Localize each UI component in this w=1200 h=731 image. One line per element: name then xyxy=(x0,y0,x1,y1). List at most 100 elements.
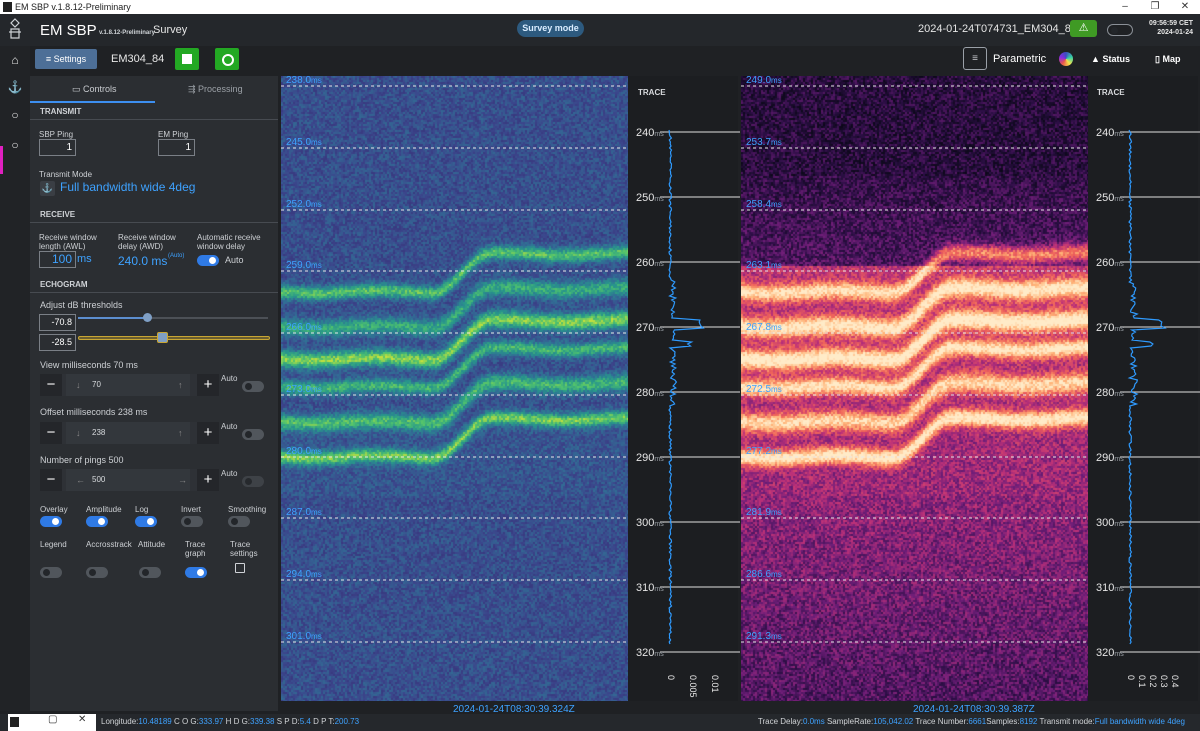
pings-auto-toggle[interactable] xyxy=(242,476,264,487)
auto-delay-label-line2: window delay xyxy=(197,242,246,251)
threshold-high-input[interactable]: -70.8 xyxy=(39,314,76,331)
pings-decrement-button[interactable]: − xyxy=(40,469,62,491)
tab-processing-label: Processing xyxy=(198,84,243,94)
app-header xyxy=(0,14,1200,46)
restore-button[interactable]: ❐ xyxy=(1150,1,1160,12)
depth-label: 291.3ms xyxy=(746,631,782,642)
home-icon[interactable]: ⌂ xyxy=(11,53,19,67)
pings-left-arrow[interactable]: ← xyxy=(76,475,85,485)
trace-y-tick-unit: ms xyxy=(1114,651,1124,658)
view-ms-down-arrow[interactable]: ↓ xyxy=(76,380,81,390)
offset-ms-up-arrow[interactable]: ↑ xyxy=(178,428,183,438)
view-ms-up-arrow[interactable]: ↑ xyxy=(178,380,183,390)
nav-item-circle-1[interactable]: ○ xyxy=(11,108,19,122)
smoothing-toggle[interactable] xyxy=(228,516,250,527)
echogram-left[interactable] xyxy=(281,76,628,701)
auto-delay-label-line1: Automatic receive xyxy=(197,233,261,242)
transmit-mode-value[interactable]: Full bandwidth wide 4deg xyxy=(60,180,196,194)
section-title: Survey xyxy=(153,24,188,36)
em-ping-input[interactable]: 1 xyxy=(158,139,195,156)
parametric-label[interactable]: Parametric xyxy=(993,53,1047,65)
minimize-button[interactable]: – xyxy=(1122,1,1128,12)
trace-y-tick-unit: ms xyxy=(654,326,664,333)
pings-right-arrow[interactable]: → xyxy=(178,475,187,485)
view-ms-decrement-button[interactable]: − xyxy=(40,374,62,396)
attitude-toggle[interactable] xyxy=(139,567,161,578)
threshold-high-handle[interactable] xyxy=(143,313,152,322)
map-button[interactable]: ▯ Map xyxy=(1155,54,1180,65)
trace-y-tick: 260ms xyxy=(1096,257,1124,269)
depth-label-unit: ms xyxy=(771,385,782,394)
instrument-name: EM304_84 xyxy=(111,53,165,65)
invert-toggle[interactable] xyxy=(181,516,203,527)
sbp-ping-input[interactable]: 1 xyxy=(39,139,76,156)
depth-label-unit: ms xyxy=(311,138,322,147)
transmit-mode-icon[interactable]: ⚓ xyxy=(40,181,55,196)
smoothing-label: Smoothing xyxy=(228,505,267,514)
trace-y-tick-unit: ms xyxy=(1114,196,1124,203)
awd-label-line1: Receive window xyxy=(118,233,176,242)
trace-settings-label-line2: settings xyxy=(230,549,258,558)
trace-graph-toggle[interactable] xyxy=(185,567,207,578)
pings-increment-button[interactable]: + xyxy=(197,469,219,491)
header-toggle[interactable] xyxy=(1107,24,1133,36)
depth-label: 253.7ms xyxy=(746,137,782,148)
view-ms-auto-toggle[interactable] xyxy=(242,381,264,392)
view-ms-increment-button[interactable]: + xyxy=(197,374,219,396)
spd-value: 5.4 xyxy=(299,717,311,726)
survey-mode-badge[interactable]: Survey mode xyxy=(517,20,584,37)
map-icon: ▯ xyxy=(1155,54,1160,64)
em-ping-label: EM Ping xyxy=(158,130,189,139)
offset-ms-field[interactable]: ↓ 238 ↑ xyxy=(66,422,190,444)
trace-settings-icon[interactable] xyxy=(235,563,245,573)
awl-input[interactable]: 100 xyxy=(39,251,76,268)
pings-value: 500 xyxy=(92,475,106,484)
hdg-label: H D G: xyxy=(225,717,251,726)
warning-button[interactable]: ⚠ xyxy=(1070,20,1097,37)
echogram-right-depth-overlay: 249.0ms 253.7ms 258.4ms 263.1ms 267.8ms 272.5… xyxy=(741,76,1088,643)
parametric-icon[interactable]: ≡ xyxy=(963,47,987,70)
instrument-icon[interactable]: ⚓ xyxy=(7,80,23,94)
accrosstrack-toggle[interactable] xyxy=(86,567,108,578)
minimized-restore-icon[interactable]: ▢ xyxy=(48,714,58,725)
stop-button[interactable] xyxy=(175,48,199,70)
attitude-label: Attitude xyxy=(138,540,166,549)
view-ms-field[interactable]: ↓ 70 ↑ xyxy=(66,374,190,396)
minimized-close-icon[interactable]: ✕ xyxy=(78,714,87,725)
awl-unit: ms xyxy=(77,253,92,265)
auto-delay-toggle[interactable] xyxy=(197,255,219,266)
tab-processing[interactable]: ⇶ Processing xyxy=(188,84,243,94)
minimized-window-bar[interactable]: ▢ ✕ xyxy=(8,714,96,731)
offset-ms-down-arrow[interactable]: ↓ xyxy=(76,428,81,438)
settings-icon: ≡ xyxy=(45,54,52,64)
receive-heading: RECEIVE xyxy=(30,209,278,223)
record-button[interactable] xyxy=(215,48,239,70)
app-version: v.1.8.12-Preliminary xyxy=(99,30,155,36)
log-toggle[interactable] xyxy=(135,516,157,527)
status-button[interactable]: ▲ Status xyxy=(1091,54,1130,64)
echogram-left-timestamp: 2024-01-24T08:30:39.324Z xyxy=(453,704,575,715)
legend-label: Legend xyxy=(40,540,67,549)
longitude-label: Longitude: xyxy=(101,717,139,726)
depth-label-unit: ms xyxy=(771,261,782,270)
nav-item-circle-2[interactable]: ○ xyxy=(11,138,19,152)
trace-y-tick: 270ms xyxy=(636,322,664,334)
trace-y-tick-unit: ms xyxy=(1114,391,1124,398)
trace-y-tick-unit: ms xyxy=(1114,456,1124,463)
legend-toggle[interactable] xyxy=(40,567,62,578)
colormap-icon[interactable] xyxy=(1059,52,1073,66)
threshold-low-handle[interactable] xyxy=(157,332,168,343)
echogram-right[interactable] xyxy=(741,76,1088,701)
tab-controls[interactable]: ▭ Controls xyxy=(72,84,117,94)
offset-ms-increment-button[interactable]: + xyxy=(197,422,219,444)
overlay-toggle[interactable] xyxy=(40,516,62,527)
close-button[interactable]: ✕ xyxy=(1180,1,1190,12)
threshold-low-input[interactable]: -28.5 xyxy=(39,334,76,351)
offset-ms-decrement-button[interactable]: − xyxy=(40,422,62,444)
offset-ms-auto-toggle[interactable] xyxy=(242,429,264,440)
status-bar: Longitude:10.48189 C O G:333.97 H D G:33… xyxy=(0,714,1200,731)
amplitude-toggle[interactable] xyxy=(86,516,108,527)
pings-field[interactable]: ← 500 → xyxy=(66,469,190,491)
settings-button[interactable]: ≡ Settings xyxy=(35,49,97,69)
window-title: EM SBP v.1.8.12-Preliminary xyxy=(15,2,131,12)
